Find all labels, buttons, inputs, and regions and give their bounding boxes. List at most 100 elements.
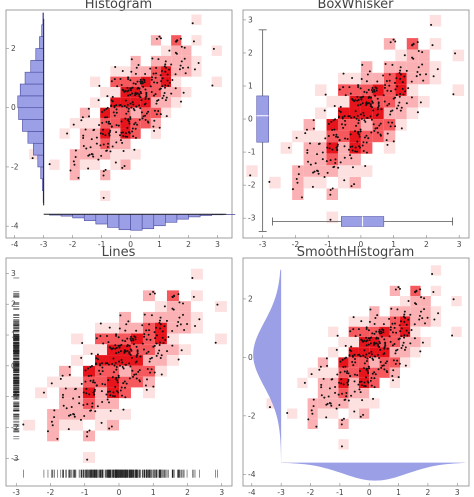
- data-point: [105, 107, 108, 110]
- data-point: [124, 340, 127, 343]
- y-tick-label: 3: [11, 269, 16, 278]
- data-point: [398, 71, 401, 74]
- data-point: [344, 119, 347, 122]
- data-point: [99, 144, 102, 147]
- data-point: [153, 371, 156, 374]
- data-point: [131, 101, 134, 104]
- data-point: [401, 81, 404, 84]
- data-point: [107, 122, 110, 125]
- data-point: [128, 344, 131, 347]
- data-point: [153, 344, 156, 347]
- data-point: [117, 374, 120, 377]
- box: [256, 95, 269, 143]
- heatmap-cell: [410, 336, 421, 348]
- data-point: [389, 328, 392, 331]
- data-point: [361, 144, 364, 147]
- data-point: [53, 409, 56, 412]
- heatmap-cell: [90, 118, 101, 129]
- data-point: [357, 104, 360, 107]
- data-point: [358, 388, 361, 391]
- heatmap-cell: [191, 35, 202, 46]
- data-point: [378, 124, 381, 127]
- axis-ticks: -4 -3 -2 -1 0 1 2 3-4-202: [243, 294, 460, 497]
- data-point: [369, 342, 372, 345]
- heatmap-cell: [338, 357, 349, 368]
- data-point: [149, 338, 152, 341]
- data-point: [404, 90, 407, 93]
- heatmap-cell: [120, 66, 131, 77]
- heatmap-cells: [266, 265, 462, 450]
- heatmap-cell: [337, 84, 350, 96]
- heatmap-cell: [303, 153, 316, 166]
- data-point: [121, 361, 124, 364]
- heatmap-cell: [379, 326, 390, 337]
- heatmap-cell: [161, 97, 172, 108]
- data-point: [149, 67, 152, 70]
- heatmap-cell: [130, 355, 143, 366]
- data-point: [31, 157, 34, 160]
- data-point: [356, 114, 359, 117]
- heatmap-cell: [140, 66, 151, 77]
- data-point: [399, 66, 402, 69]
- heatmap-cell: [181, 66, 192, 77]
- data-point: [118, 327, 121, 330]
- data-point: [177, 293, 180, 296]
- data-point: [353, 373, 356, 376]
- heatmap-cell: [130, 149, 141, 160]
- heatmap-cell: [315, 107, 327, 120]
- heatmap-cell: [348, 326, 359, 337]
- data-point: [391, 109, 394, 112]
- data-point: [99, 322, 102, 325]
- data-point: [360, 380, 363, 383]
- data-point: [400, 127, 403, 130]
- data-point: [138, 104, 141, 107]
- data-point: [379, 348, 382, 351]
- data-point: [107, 401, 110, 404]
- x-tick-label: -1: [81, 488, 89, 497]
- data-point: [121, 105, 124, 108]
- data-point: [104, 134, 107, 137]
- data-point: [394, 352, 397, 355]
- data-point: [135, 355, 138, 358]
- data-point: [99, 373, 102, 376]
- data-point: [135, 329, 138, 332]
- heatmap-cell: [83, 344, 96, 356]
- data-point: [394, 288, 397, 291]
- data-point: [419, 288, 422, 291]
- heatmap-cell: [348, 347, 359, 358]
- data-point: [125, 112, 128, 115]
- data-point: [144, 118, 147, 121]
- heatmap-cell: [95, 344, 108, 356]
- heatmap-cells: [246, 14, 465, 224]
- data-point: [373, 88, 376, 91]
- data-point: [104, 116, 107, 119]
- data-point: [382, 323, 385, 326]
- data-point: [406, 334, 409, 337]
- data-point: [353, 353, 356, 356]
- data-point: [84, 128, 87, 131]
- data-point: [50, 420, 53, 423]
- data-point: [124, 99, 127, 102]
- data-point: [135, 66, 138, 69]
- heatmap-cell: [369, 306, 380, 317]
- data-point: [383, 352, 386, 355]
- data-point: [370, 336, 373, 339]
- data-point: [300, 196, 303, 199]
- x-tick-label: 3: [455, 488, 460, 497]
- y-tick-label: 0: [11, 103, 16, 112]
- data-point: [114, 361, 117, 364]
- data-point: [291, 188, 294, 191]
- data-point: [399, 69, 402, 72]
- heatmap-cell: [150, 35, 162, 46]
- heatmap-cell: [410, 347, 421, 358]
- y-tick-label: 0: [248, 115, 253, 124]
- data-point: [164, 70, 167, 73]
- data-point: [388, 79, 391, 82]
- data-point: [91, 402, 94, 405]
- data-point: [121, 141, 124, 144]
- heatmap-cell: [95, 398, 108, 409]
- heatmap-cell: [337, 142, 350, 154]
- data-point: [197, 61, 200, 64]
- data-point: [108, 346, 111, 349]
- data-point: [73, 415, 76, 418]
